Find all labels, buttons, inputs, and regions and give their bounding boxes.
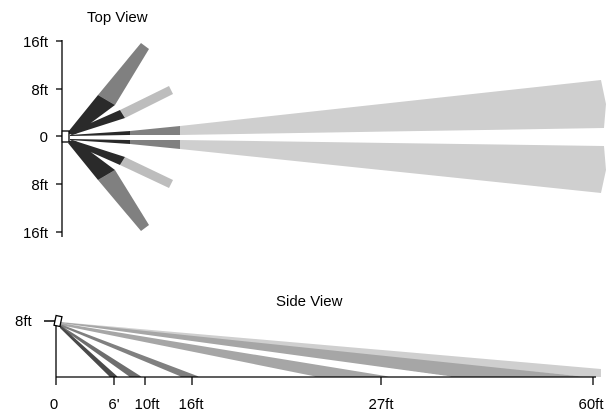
top-view: Top View 16ft 8ft 0 8ft 16ft (23, 9, 606, 242)
beam-10ft (60, 325, 142, 377)
beam-6ft (60, 325, 118, 377)
sensor-top-icon (61, 130, 70, 143)
side-view: Side View 8ft 0 6' 10ft 16ft 27ft 60ft (15, 293, 604, 413)
zone-lower-long-near (70, 139, 130, 144)
side-view-title: Side View (276, 293, 343, 310)
zone-upper-long-near (70, 131, 130, 136)
side-tick-label: 10ft (134, 396, 160, 413)
zone-upper-steep-near (68, 95, 115, 134)
top-tick-label: 0 (40, 129, 48, 146)
zone-upper-long-mid (130, 126, 180, 135)
top-tick-label: 8ft (31, 177, 49, 194)
beam-long-medium (60, 322, 587, 377)
beam-16ft (60, 324, 200, 377)
zone-upper-steep-far (98, 43, 149, 105)
side-tick-label: 27ft (368, 396, 394, 413)
beam-27ft (60, 323, 392, 377)
zone-lower-steep-far (98, 170, 149, 231)
side-tick-label: 0 (50, 396, 58, 413)
beam-long-light (60, 322, 601, 377)
zone-lower-long-far (180, 140, 606, 193)
zone-upper-long-far (180, 80, 606, 135)
zone-lower-steep-near (68, 141, 115, 180)
top-tick-label: 16ft (23, 225, 49, 242)
side-height-label: 8ft (15, 313, 33, 330)
zone-lower-long-mid (130, 140, 180, 149)
zone-upper-mid-near (68, 110, 125, 135)
top-tick-label: 16ft (23, 34, 49, 51)
sensor-side-icon (53, 314, 63, 328)
beam-long-gap (60, 323, 455, 377)
top-tick-label: 8ft (31, 82, 49, 99)
zone-upper-mid-far (120, 86, 173, 118)
side-tick-label: 16ft (178, 396, 204, 413)
side-tick-label: 60ft (578, 396, 604, 413)
zone-lower-mid-far (120, 157, 173, 188)
top-view-title: Top View (87, 9, 148, 26)
side-tick-label: 6' (108, 396, 119, 413)
